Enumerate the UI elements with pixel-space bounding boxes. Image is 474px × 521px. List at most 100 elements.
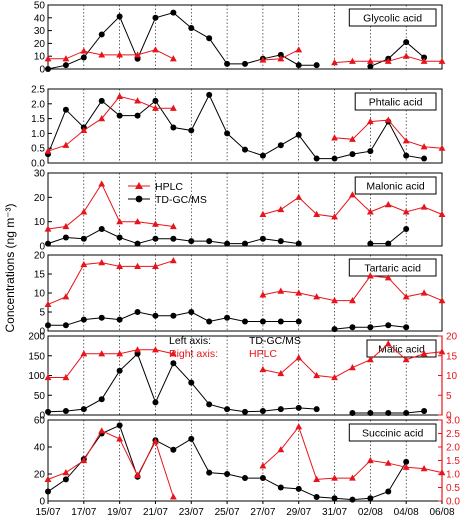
y-tick-label: 200 bbox=[28, 332, 45, 343]
series-line bbox=[48, 49, 174, 60]
axis-note: Left axis: TD-GC/MS Right axis: HPLC bbox=[169, 335, 301, 360]
data-point bbox=[259, 462, 267, 469]
data-point bbox=[80, 260, 88, 268]
data-point bbox=[98, 259, 106, 266]
series-line bbox=[47, 430, 174, 498]
legend-label-hplc: HPLC bbox=[155, 181, 183, 193]
data-point bbox=[62, 408, 69, 415]
data-point bbox=[295, 318, 302, 325]
data-point bbox=[349, 151, 356, 158]
data-point bbox=[169, 55, 177, 62]
data-point bbox=[438, 469, 446, 476]
data-point bbox=[152, 399, 159, 406]
data-point bbox=[349, 191, 356, 198]
x-tick-label: 21/07 bbox=[143, 507, 168, 518]
y-tick-label: 10 bbox=[34, 52, 46, 63]
data-point bbox=[224, 240, 231, 247]
panel-title-box bbox=[354, 92, 437, 111]
data-point bbox=[152, 346, 159, 353]
x-tick-label: 29/07 bbox=[286, 507, 311, 518]
data-point bbox=[313, 475, 321, 482]
series-line bbox=[47, 182, 174, 230]
data-point bbox=[98, 396, 105, 403]
y2-tick-label: 15 bbox=[446, 351, 458, 362]
panel-3: 0 10 20 30 Malonic acid bbox=[34, 169, 446, 253]
data-point bbox=[80, 47, 88, 54]
data-point bbox=[403, 39, 410, 46]
y-tick-label: 100 bbox=[28, 371, 45, 382]
data-point bbox=[98, 180, 106, 187]
data-point bbox=[331, 213, 338, 220]
series-line bbox=[262, 275, 443, 302]
data-point bbox=[80, 316, 87, 323]
data-point bbox=[116, 234, 123, 241]
data-point bbox=[206, 469, 213, 476]
data-point bbox=[44, 55, 52, 62]
data-point bbox=[188, 435, 195, 442]
data-point bbox=[331, 474, 338, 481]
data-point bbox=[80, 208, 88, 215]
data-point bbox=[98, 427, 106, 434]
legend: HPLC TD-GC/MS bbox=[128, 181, 207, 206]
data-point bbox=[384, 201, 392, 208]
data-point bbox=[116, 350, 124, 357]
data-point bbox=[169, 493, 177, 500]
series-line bbox=[47, 95, 174, 152]
data-point bbox=[313, 62, 320, 69]
y2-tick-label: 2.5 bbox=[446, 429, 460, 440]
panel-title: Tartaric acid bbox=[364, 263, 421, 275]
data-point bbox=[98, 51, 106, 58]
data-point bbox=[152, 104, 159, 111]
data-point bbox=[259, 235, 266, 242]
y-tick-label: 0 bbox=[39, 242, 45, 253]
data-point bbox=[277, 51, 284, 58]
data-point bbox=[224, 60, 231, 67]
data-point bbox=[403, 324, 410, 331]
data-point bbox=[45, 66, 51, 72]
data-point bbox=[277, 446, 285, 453]
panel-4: 0 5 10 15 20 Tartaric acid bbox=[34, 251, 446, 338]
data-point bbox=[403, 458, 410, 465]
data-point bbox=[259, 475, 266, 482]
series-hplc bbox=[44, 423, 446, 500]
data-point bbox=[45, 408, 51, 415]
data-point bbox=[331, 134, 338, 141]
data-point bbox=[62, 234, 69, 241]
data-point bbox=[438, 297, 446, 304]
panel-title-box bbox=[348, 258, 437, 277]
data-point bbox=[438, 57, 446, 64]
data-point bbox=[188, 309, 195, 315]
data-point bbox=[366, 456, 374, 464]
data-point bbox=[80, 235, 87, 242]
data-point bbox=[80, 456, 88, 464]
x-tick-label: 19/07 bbox=[107, 507, 132, 518]
legend-label-tdgcms: TD-GC/MS bbox=[155, 194, 207, 206]
data-point bbox=[170, 446, 177, 453]
data-point bbox=[259, 291, 267, 298]
data-point bbox=[169, 257, 177, 264]
data-point bbox=[152, 262, 159, 269]
panel-2: 0.0 0.5 1.0 1.5 2.0 2.5 Phtalic acid bbox=[31, 85, 446, 170]
data-point bbox=[152, 14, 159, 21]
data-point bbox=[367, 148, 374, 155]
data-point bbox=[295, 485, 302, 492]
data-point bbox=[384, 274, 392, 281]
y2-tick-label: 0.5 bbox=[446, 483, 460, 494]
data-point bbox=[259, 408, 266, 415]
data-point bbox=[420, 289, 428, 296]
series-line bbox=[370, 41, 425, 67]
data-point bbox=[62, 55, 70, 62]
y-tick-label: 60 bbox=[34, 416, 46, 427]
y-tick-label: 0 bbox=[39, 327, 45, 338]
data-point bbox=[313, 406, 320, 413]
data-point bbox=[116, 218, 124, 225]
data-point bbox=[62, 322, 69, 329]
panel-6: 0 20 40 60 0.0 0.5 1.0 1.5 2.0 2.5 3.0 Succinic aci… bbox=[34, 416, 460, 508]
data-point bbox=[62, 373, 70, 381]
axis-note-right-value: HPLC bbox=[249, 348, 277, 360]
series-hplc bbox=[44, 92, 446, 154]
data-point bbox=[277, 318, 284, 325]
data-point bbox=[80, 406, 87, 413]
data-point bbox=[62, 293, 70, 300]
